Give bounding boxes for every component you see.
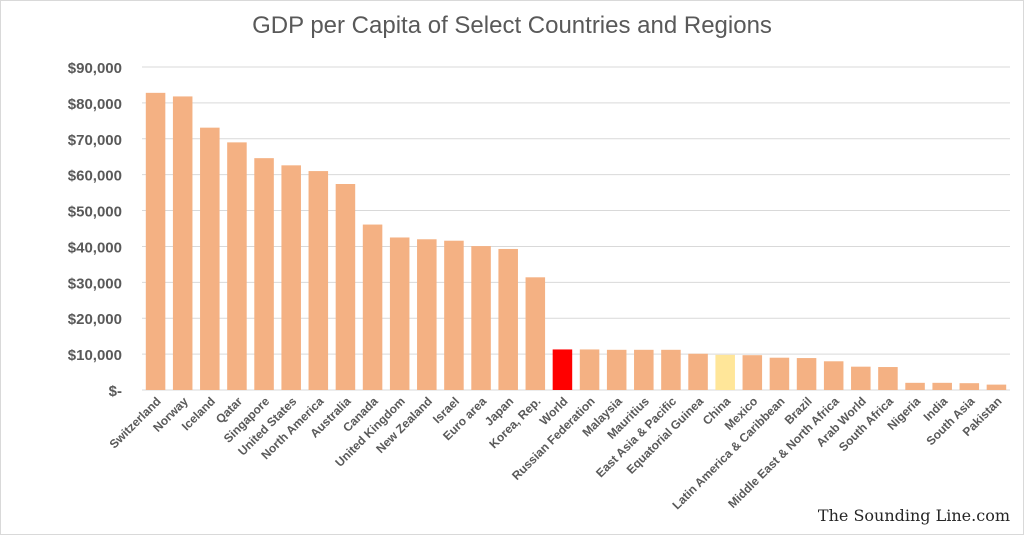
bar [552, 349, 573, 390]
bar [851, 366, 871, 390]
y-tick-label: $10,000 [68, 347, 122, 364]
bar [688, 353, 708, 390]
bar [986, 384, 1007, 390]
bar [959, 383, 980, 390]
bar [498, 248, 518, 390]
bar [471, 246, 491, 390]
bar [227, 142, 247, 390]
y-tick-label: $40,000 [68, 239, 122, 256]
y-tick-label: $20,000 [68, 311, 122, 328]
chart-title: GDP per Capita of Select Countries and R… [252, 12, 772, 39]
bar [823, 361, 844, 390]
bar [525, 277, 546, 390]
bar [444, 240, 464, 390]
y-tick-label: $90,000 [68, 60, 122, 77]
y-tick-label: $50,000 [68, 204, 122, 221]
bar [254, 158, 274, 390]
bar [417, 239, 437, 390]
y-tick-label: $70,000 [68, 132, 122, 149]
watermark: The Sounding Line.com [817, 506, 1010, 525]
bar [769, 357, 790, 390]
bar [172, 96, 193, 390]
bar [715, 354, 735, 390]
bar [308, 171, 329, 390]
bar [362, 224, 383, 390]
bar [579, 349, 600, 390]
bar [606, 349, 627, 390]
bar [281, 165, 301, 390]
bar [878, 367, 898, 390]
y-tick-label: $30,000 [68, 275, 122, 292]
bar [742, 355, 763, 390]
bar [905, 382, 925, 390]
bar [932, 382, 952, 390]
bar [389, 237, 410, 390]
y-tick-label: $80,000 [68, 96, 122, 113]
y-tick-label: $60,000 [68, 168, 122, 185]
bar [634, 349, 654, 390]
bar [796, 358, 817, 390]
y-tick-label: $- [109, 383, 122, 400]
bar [200, 127, 220, 390]
bar [335, 183, 356, 390]
bar [145, 92, 166, 390]
bar [661, 349, 681, 390]
